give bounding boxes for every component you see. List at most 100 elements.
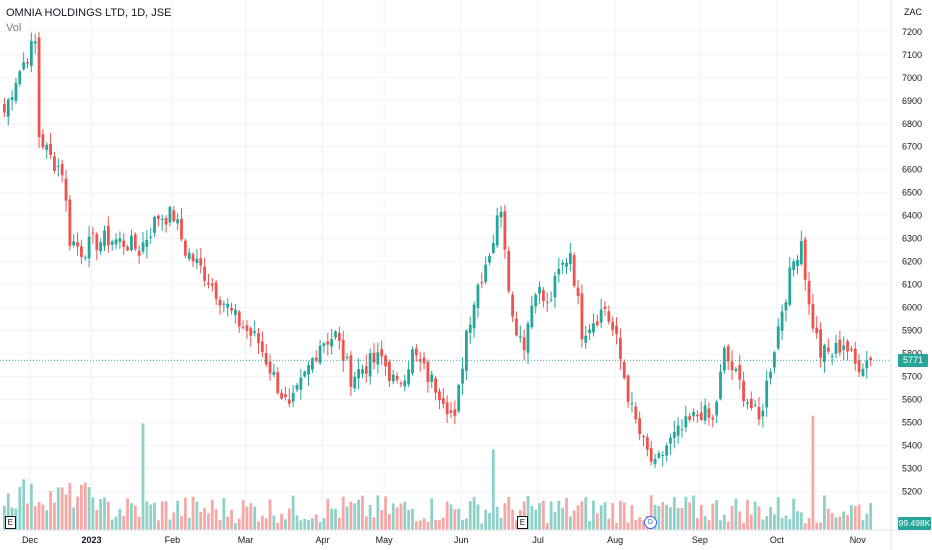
volume-bar (172, 512, 176, 530)
candle-body (865, 360, 869, 369)
volume-bar (222, 497, 226, 530)
price-tick-label: 6500 (902, 188, 922, 198)
candle-body (284, 394, 287, 398)
volume-bar (245, 506, 249, 530)
candle-body (399, 383, 403, 385)
volume-bar (106, 501, 110, 530)
candle-body (669, 437, 672, 444)
candle-body (180, 219, 183, 240)
volume-bar (803, 523, 807, 530)
currency-label[interactable]: ZAC (904, 7, 922, 17)
candle-body (803, 239, 807, 280)
candle-body (168, 206, 172, 223)
candle-body (441, 398, 445, 404)
candle-body (457, 384, 461, 412)
candle-body (699, 412, 703, 420)
volume-bar (615, 523, 618, 530)
volume-bar (545, 523, 549, 530)
candle-body (122, 240, 126, 247)
candle-body (653, 458, 657, 465)
earnings-marker[interactable]: E (516, 516, 528, 529)
candle-body (619, 338, 622, 359)
volume-bar (676, 507, 680, 530)
candle-body (722, 347, 726, 371)
volume-bar (826, 508, 830, 530)
volume-bar (241, 499, 245, 530)
candle-body (203, 266, 206, 281)
candle-body (330, 339, 334, 347)
volume-bar (307, 520, 310, 530)
candle-body (384, 355, 387, 367)
volume-bar (130, 503, 133, 530)
volume-bar (411, 508, 414, 530)
candle-body (711, 417, 715, 420)
volume-bars (3, 415, 873, 530)
volume-bar (95, 509, 99, 530)
candle-body (349, 355, 353, 387)
volume-bar (26, 503, 29, 530)
candle-body (661, 455, 665, 457)
volume-bar (457, 508, 461, 530)
candle-body (145, 239, 149, 247)
candle-body (72, 241, 76, 246)
volume-bar (495, 507, 499, 530)
candle-body (6, 99, 10, 117)
volume-bar (830, 513, 834, 530)
candle-body (468, 324, 472, 333)
volume-bar (214, 509, 218, 530)
volume-bar (41, 504, 45, 530)
volume-bar (314, 514, 318, 530)
volume-bar (164, 501, 168, 530)
candle-body (322, 343, 326, 346)
volume-bar (361, 495, 364, 530)
volume-bar (665, 504, 668, 530)
volume-bar (445, 501, 449, 530)
time-tick-label: Feb (165, 535, 181, 545)
candle-body (634, 406, 638, 420)
volume-bar (480, 523, 484, 530)
volume-bar (730, 506, 734, 530)
volume-bar (819, 522, 822, 530)
volume-bar (372, 517, 376, 530)
volume-bar (588, 521, 591, 530)
earnings-marker[interactable]: E (4, 516, 16, 529)
volume-bar (234, 523, 237, 530)
volume-bar (422, 518, 426, 530)
volume-bar (557, 500, 561, 530)
candle-body (83, 257, 87, 259)
candle-body (264, 353, 268, 365)
volume-bar (465, 518, 468, 530)
candle-body (157, 215, 160, 219)
candle-body (314, 357, 318, 361)
time-tick-label: May (376, 535, 394, 545)
candle-body (572, 255, 576, 286)
dividend-marker[interactable]: D (643, 516, 657, 529)
candle-body (511, 294, 514, 317)
candle-body (176, 219, 180, 224)
candle-body (568, 253, 572, 265)
volume-bar (91, 497, 95, 530)
volume-bar (638, 517, 642, 530)
candle-body (753, 404, 757, 406)
volume-bar (426, 522, 430, 530)
candle-body (757, 407, 761, 420)
volume-bar (719, 520, 722, 530)
candle-body (133, 234, 137, 250)
volume-bar (453, 509, 457, 530)
candle-body (164, 217, 168, 225)
candle-body (826, 347, 830, 352)
volume-bar (799, 512, 803, 530)
volume-bar (734, 498, 738, 530)
candle-body (353, 376, 357, 389)
volume-bar (341, 496, 345, 530)
volume-bar (630, 505, 634, 530)
candle-body (49, 143, 52, 155)
volume-bar (669, 507, 672, 530)
candle-body (272, 371, 276, 375)
volume-bar (391, 503, 395, 530)
candle-body (853, 348, 857, 364)
volume-bar (199, 511, 203, 530)
price-tick-label: 5200 (902, 487, 922, 497)
volume-bar (476, 504, 480, 530)
